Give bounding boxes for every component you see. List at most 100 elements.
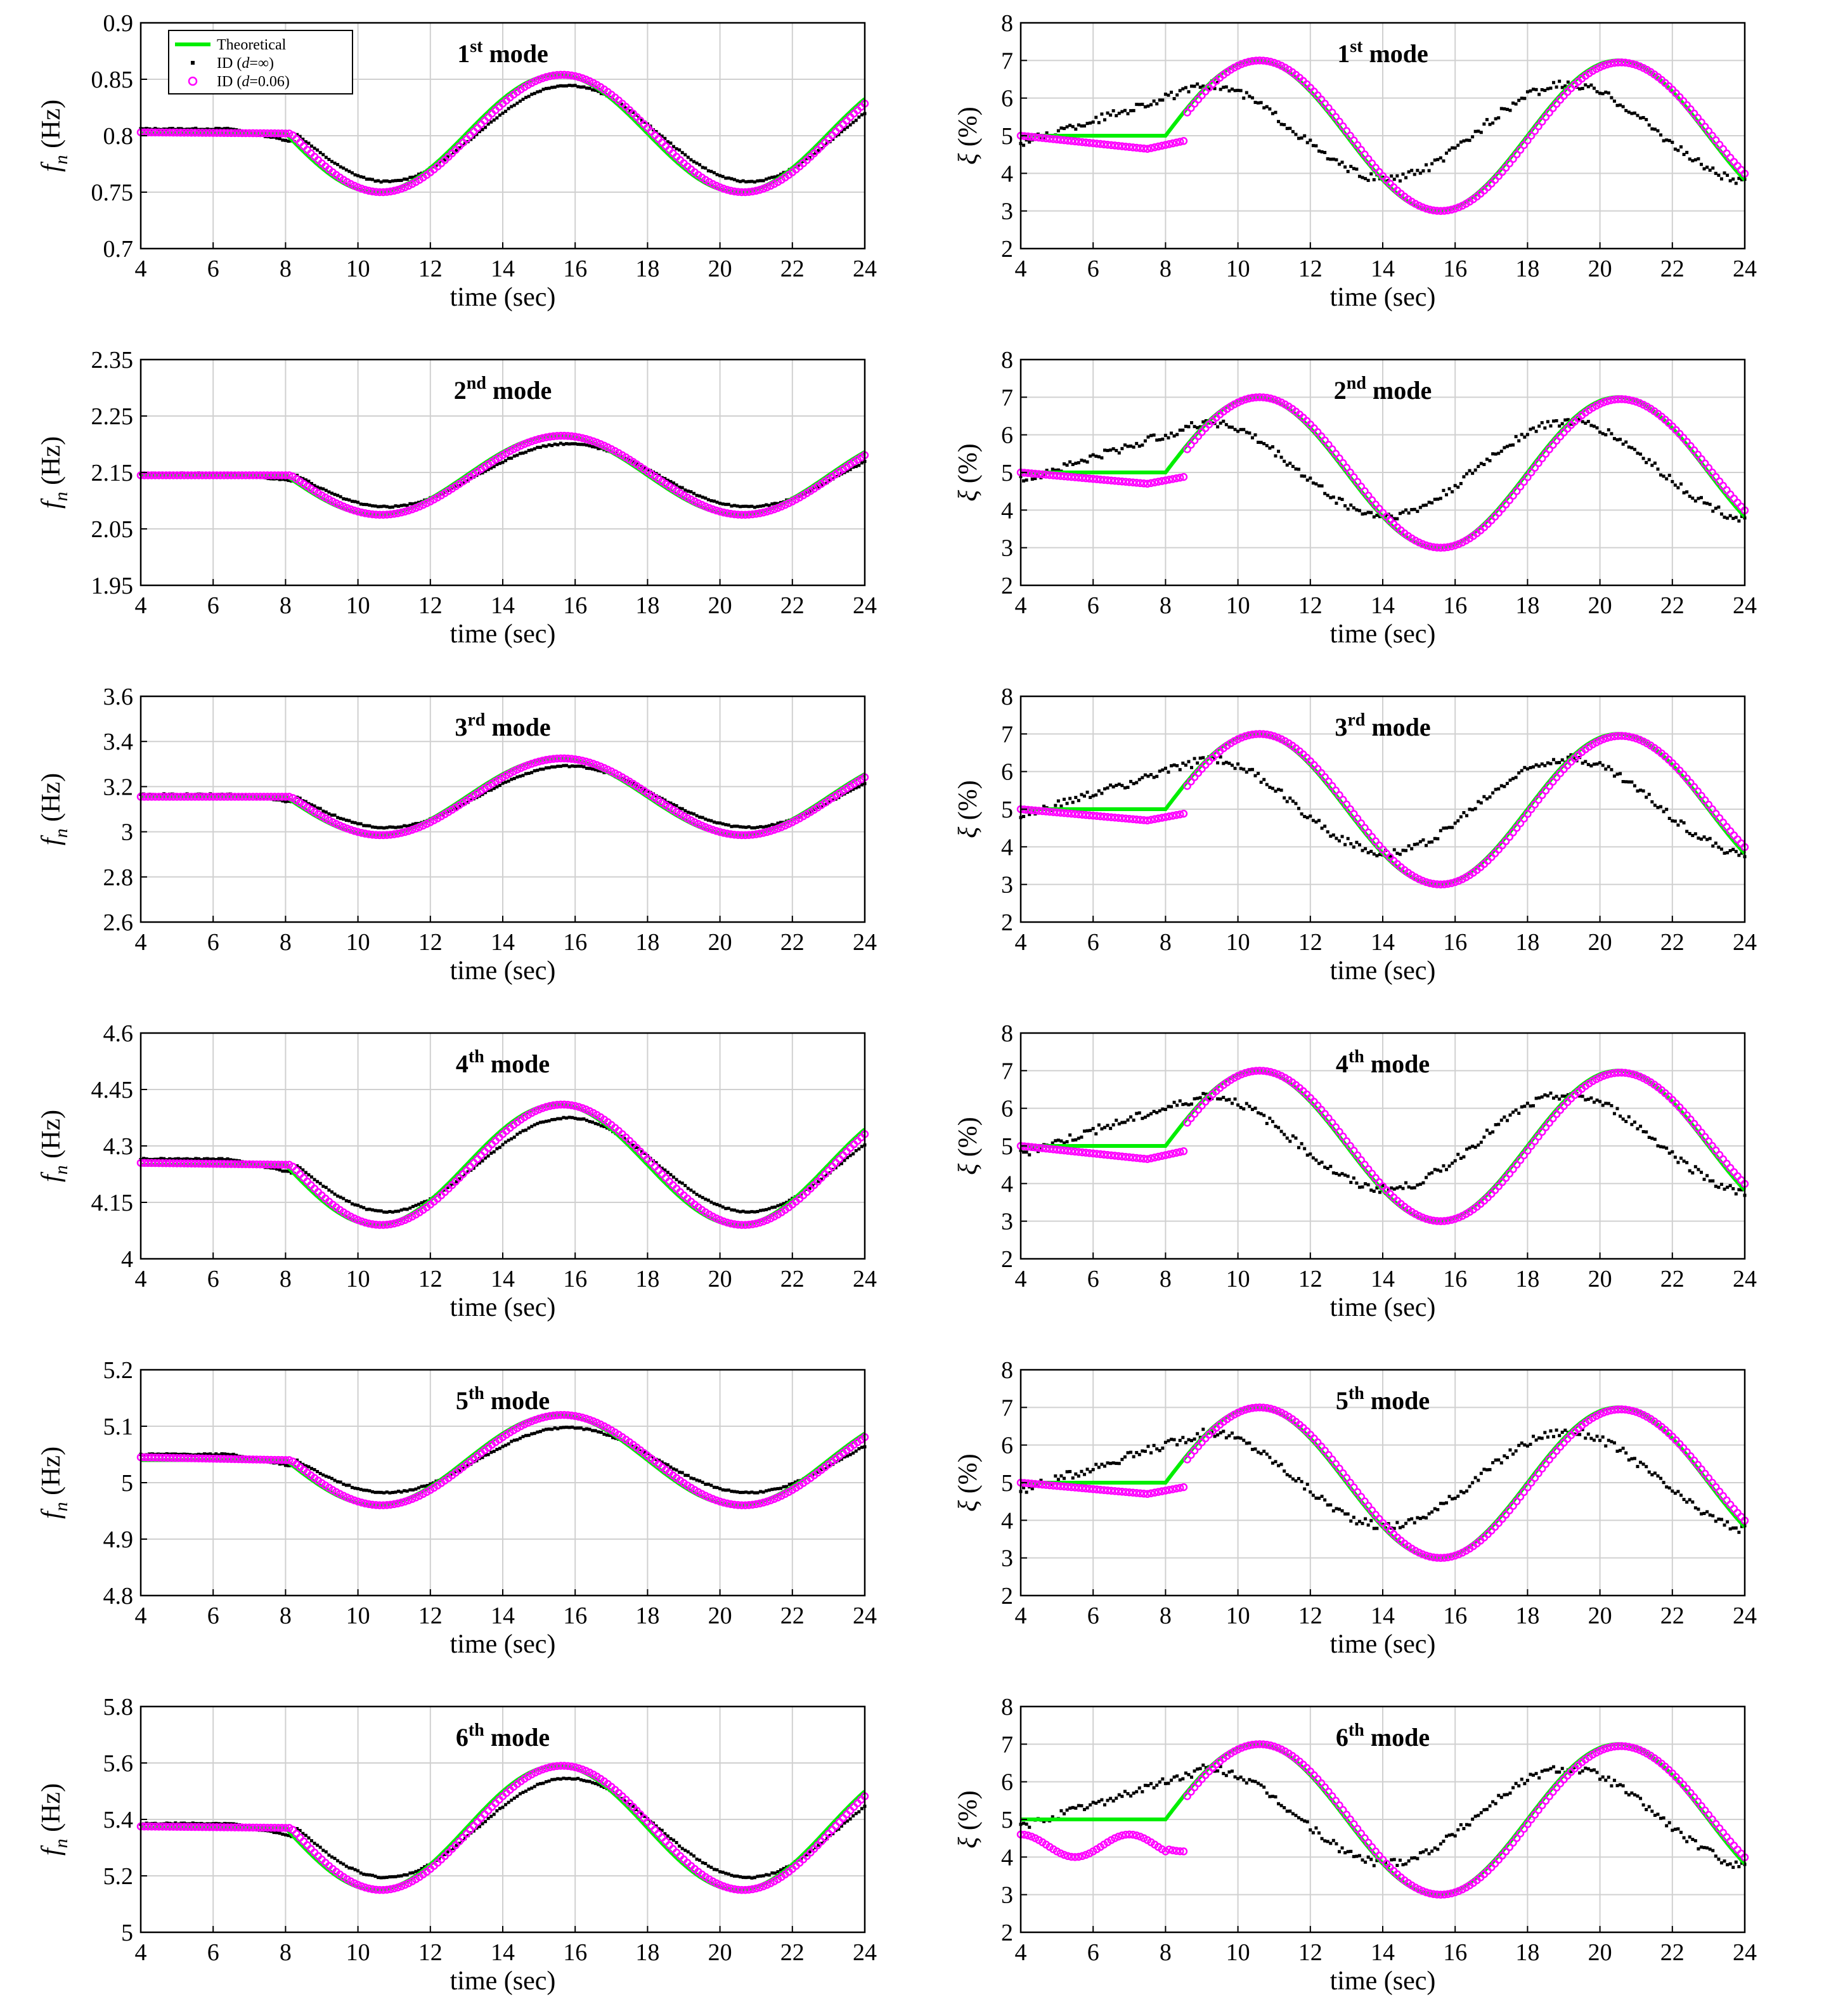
- data-point: [1682, 821, 1686, 825]
- data-point: [560, 1410, 569, 1419]
- data-point: [375, 1221, 384, 1229]
- data-point: [1366, 1523, 1370, 1527]
- data-point: [1425, 542, 1434, 550]
- data-point: [1085, 474, 1094, 483]
- data-point: [839, 1162, 843, 1166]
- data-point: [144, 1453, 152, 1462]
- data-point: [1329, 1164, 1333, 1168]
- data-point: [1540, 762, 1544, 766]
- data-point: [1737, 176, 1741, 180]
- y-tick-label: 2: [1001, 909, 1013, 936]
- data-point: [739, 1210, 742, 1214]
- data-point: [1024, 805, 1032, 814]
- data-point: [1056, 468, 1060, 472]
- y-tick-label: 5.2: [103, 1357, 134, 1384]
- data-point: [553, 432, 561, 440]
- data-point: [368, 177, 372, 181]
- data-point: [1291, 799, 1295, 803]
- data-point: [1118, 477, 1127, 486]
- data-point: [1508, 108, 1512, 112]
- data-point: [773, 1205, 777, 1209]
- data-point: [165, 128, 174, 137]
- x-tick-label: 16: [563, 1266, 587, 1292]
- data-point: [1439, 1169, 1442, 1173]
- data-point: [333, 161, 337, 165]
- data-point: [1520, 769, 1523, 772]
- data-point: [1139, 1490, 1148, 1498]
- data-point: [1187, 760, 1191, 764]
- data-point: [541, 88, 545, 91]
- data-point: [1523, 765, 1527, 769]
- data-point: [1645, 118, 1648, 122]
- data-point: [205, 793, 214, 801]
- data-point: [385, 1490, 389, 1494]
- data-point: [283, 478, 287, 481]
- data-point: [495, 116, 499, 120]
- data-point: [1532, 426, 1536, 430]
- data-point: [1245, 394, 1253, 403]
- data-point: [1404, 176, 1408, 179]
- data-point: [585, 758, 594, 767]
- data-point: [1117, 783, 1121, 786]
- data-point: [550, 765, 554, 769]
- data-point: [549, 432, 558, 441]
- data-point: [183, 1159, 192, 1167]
- data-point: [518, 452, 522, 455]
- data-point: [854, 465, 858, 469]
- data-point: [269, 797, 273, 801]
- data-point: [183, 793, 186, 797]
- data-point: [1433, 158, 1437, 162]
- data-point: [212, 1160, 221, 1168]
- data-point: [1181, 1103, 1185, 1107]
- data-point: [385, 505, 389, 509]
- data-point: [1726, 1185, 1730, 1189]
- data-point: [1146, 1114, 1150, 1117]
- data-point: [1151, 815, 1159, 823]
- data-point: [344, 818, 348, 822]
- data-point: [588, 86, 592, 90]
- data-point: [1517, 439, 1521, 443]
- data-point: [1097, 1123, 1101, 1127]
- data-point: [1335, 836, 1338, 840]
- data-point: [1075, 1483, 1083, 1492]
- data-point: [1451, 826, 1454, 829]
- data-point: [695, 1478, 699, 1482]
- data-point: [1560, 1431, 1564, 1434]
- data-point: [153, 126, 157, 130]
- data-point: [1259, 56, 1267, 65]
- data-point: [377, 505, 380, 509]
- data-point: [382, 1491, 386, 1495]
- data-point: [582, 85, 586, 89]
- data-point: [1179, 1483, 1188, 1492]
- data-point: [1462, 1491, 1466, 1495]
- data-point: [313, 1178, 316, 1181]
- data-point: [1558, 79, 1562, 83]
- data-point: [1193, 757, 1196, 760]
- data-point: [390, 186, 398, 195]
- data-point: [750, 1210, 754, 1214]
- y-axis-symbol: ξ: [954, 827, 983, 838]
- data-point: [741, 831, 749, 840]
- data-point: [1369, 511, 1373, 514]
- data-point: [1645, 795, 1648, 799]
- data-point: [1508, 1448, 1512, 1452]
- data-point: [1122, 814, 1130, 823]
- data-point: [486, 788, 490, 792]
- data-point: [1091, 794, 1095, 798]
- data-point: [756, 1491, 760, 1495]
- data-point: [860, 1445, 863, 1449]
- x-tick-label: 4: [1015, 256, 1027, 282]
- data-point: [1250, 436, 1254, 439]
- data-point: [1143, 1115, 1147, 1119]
- data-point: [1442, 159, 1446, 163]
- data-point: [1471, 1481, 1475, 1485]
- data-point: [545, 72, 554, 81]
- data-point: [1381, 1183, 1385, 1187]
- data-point: [559, 441, 562, 445]
- data-point: [278, 1168, 281, 1172]
- data-point: [660, 797, 664, 800]
- data-point: [692, 1190, 695, 1194]
- data-point: [712, 506, 721, 515]
- data-point: [770, 823, 774, 826]
- data-point: [1671, 1489, 1674, 1493]
